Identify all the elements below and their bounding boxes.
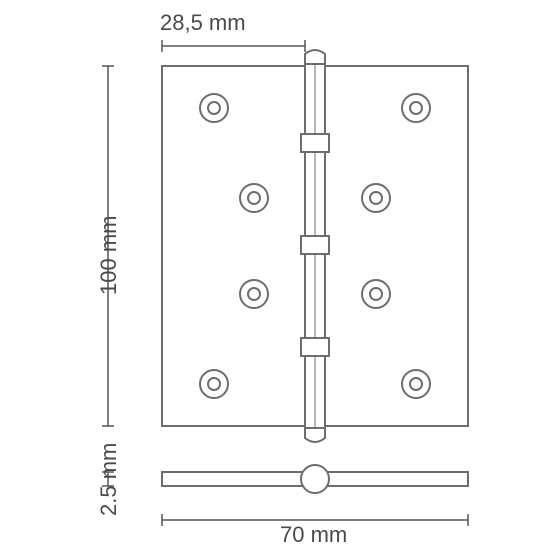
dim-label-leaf-width: 28,5 mm [160,10,246,36]
dim-label-full-width: 70 mm [280,522,347,548]
dim-label-height: 100 mm [96,216,122,295]
technical-drawing-canvas: 28,5 mm 100 mm 2.5 mm 70 mm [0,0,551,551]
hinge-diagram-svg [0,0,551,551]
dim-label-thickness: 2.5 mm [96,443,122,516]
